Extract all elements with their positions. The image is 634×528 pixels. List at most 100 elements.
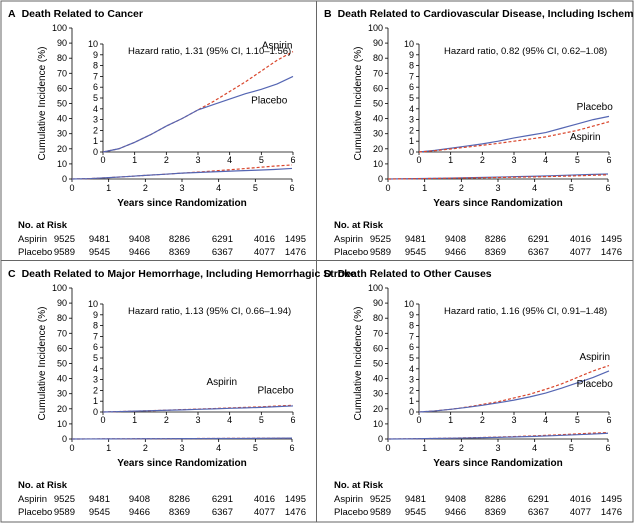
inset-x-tick-label: 2: [164, 155, 169, 165]
inset-y-tick-label: 2: [93, 125, 98, 135]
risk-value: 9466: [129, 247, 150, 258]
inset-x-tick-label: 6: [606, 155, 611, 165]
panel-title-text: Death Related to Major Hemorrhage, Inclu…: [22, 268, 356, 280]
main-y-tick-label: 100: [368, 283, 383, 293]
main-y-tick-label: 20: [373, 144, 383, 154]
main-x-tick-label: 2: [459, 443, 464, 453]
panel-title: B Death Related to Cardiovascular Disease…: [324, 8, 634, 20]
inset-y-tick-label: 0: [93, 147, 98, 157]
main-y-tick-label: 30: [57, 129, 67, 139]
hazard-ratio-annotation: Hazard ratio, 1.31 (95% CI, 1.10–1.56): [128, 46, 291, 57]
inset-x-tick-label: 1: [448, 415, 453, 425]
inset-y-tick-label: 2: [93, 385, 98, 395]
risk-value: 4077: [570, 507, 591, 518]
risk-value: 1495: [601, 494, 622, 505]
panel-title: A Death Related to Cancer: [8, 8, 143, 20]
inset-y-tick-label: 7: [409, 71, 414, 81]
risk-value: 4016: [570, 234, 591, 245]
main-series-aspirin: [71, 164, 293, 180]
inset-x-tick-label: 6: [606, 415, 611, 425]
risk-value: 9481: [405, 234, 426, 245]
main-y-tick-label: 40: [57, 114, 67, 124]
inset-y-tick-label: 4: [93, 364, 98, 374]
panel-title-text: Death Related to Other Causes: [338, 268, 492, 280]
main-x-tick-label: 1: [422, 183, 427, 193]
main-y-tick-label: 60: [373, 343, 383, 353]
main-y-tick-label: 10: [373, 419, 383, 429]
main-y-tick-label: 70: [373, 68, 383, 78]
y-axis-label: Cumulative Incidence (%): [353, 307, 364, 421]
main-series-placebo: [387, 432, 609, 440]
panel-c: C Death Related to Major Hemorrhage, Incl…: [8, 268, 356, 518]
main-x-tick-label: 6: [605, 183, 610, 193]
risk-value: 9525: [54, 494, 75, 505]
main-x-tick-label: 5: [253, 183, 258, 193]
risk-value: 9545: [89, 507, 110, 518]
risk-value: 9481: [89, 234, 110, 245]
risk-value: 9408: [129, 234, 150, 245]
main-y-tick-label: 40: [57, 374, 67, 384]
main-y-tick-label: 70: [373, 328, 383, 338]
inset-y-tick-label: 2: [409, 125, 414, 135]
main-y-tick-label: 90: [373, 298, 383, 308]
risk-value: 9466: [129, 507, 150, 518]
main-x-tick-label: 5: [569, 443, 574, 453]
risk-value: 6291: [528, 234, 549, 245]
risk-value: 9408: [445, 234, 466, 245]
inset-y-tick-label: 10: [88, 299, 98, 309]
main-x-tick-label: 3: [179, 183, 184, 193]
series-label-placebo: Placebo: [258, 386, 295, 397]
series-label-placebo: Placebo: [577, 102, 614, 113]
inset-y-tick-label: 0: [409, 147, 414, 157]
risk-row-label-aspirin: Aspirin: [334, 494, 363, 505]
risk-value: 6291: [528, 494, 549, 505]
risk-table-header: No. at Risk: [334, 220, 384, 231]
inset-y-tick-label: 0: [409, 407, 414, 417]
main-series-aspirin: [387, 174, 609, 180]
inset-y-tick-label: 4: [409, 364, 414, 374]
risk-table-header: No. at Risk: [334, 480, 384, 491]
panel-a: A Death Related to Cancer0102030405060708…: [8, 8, 306, 258]
inset-y-tick-label: 7: [409, 331, 414, 341]
risk-value: 9408: [445, 494, 466, 505]
main-x-tick-label: 1: [422, 443, 427, 453]
inset-y-tick-label: 5: [93, 93, 98, 103]
main-x-tick-label: 3: [495, 443, 500, 453]
x-axis-label: Years since Randomization: [433, 198, 563, 209]
risk-value: 1495: [285, 234, 306, 245]
panel-title-text: Death Related to Cancer: [22, 8, 143, 20]
risk-value: 8369: [485, 247, 506, 258]
inset-background: [419, 302, 611, 412]
main-y-tick-label: 90: [57, 298, 67, 308]
main-y-tick-label: 100: [52, 23, 67, 33]
inset-background: [103, 302, 295, 412]
inset-y-tick-label: 9: [409, 310, 414, 320]
inset-x-tick-label: 5: [575, 155, 580, 165]
panel-title: C Death Related to Major Hemorrhage, Incl…: [8, 268, 356, 280]
panel-letter: D: [324, 268, 332, 280]
inset-x-tick-label: 1: [132, 155, 137, 165]
inset-y-tick-label: 1: [409, 396, 414, 406]
risk-value: 4077: [254, 507, 275, 518]
main-x-tick-label: 1: [106, 183, 111, 193]
risk-value: 9589: [370, 507, 391, 518]
main-x-tick-label: 0: [385, 183, 390, 193]
main-y-tick-label: 80: [57, 53, 67, 63]
inset-y-tick-label: 3: [409, 115, 414, 125]
risk-row-label-placebo: Placebo: [18, 507, 52, 518]
main-series-aspirin: [387, 431, 609, 440]
inset-y-tick-label: 2: [409, 385, 414, 395]
risk-value: 6367: [212, 247, 233, 258]
main-x-tick-label: 2: [143, 183, 148, 193]
risk-value: 8369: [169, 247, 190, 258]
panel-letter: C: [8, 268, 16, 280]
inset-y-tick-label: 6: [93, 82, 98, 92]
main-x-tick-label: 0: [385, 443, 390, 453]
risk-value: 1476: [601, 247, 622, 258]
risk-row-label-placebo: Placebo: [334, 507, 368, 518]
risk-value: 1476: [285, 247, 306, 258]
inset-x-tick-label: 4: [227, 415, 232, 425]
risk-value: 4016: [254, 494, 275, 505]
main-x-tick-label: 3: [495, 183, 500, 193]
